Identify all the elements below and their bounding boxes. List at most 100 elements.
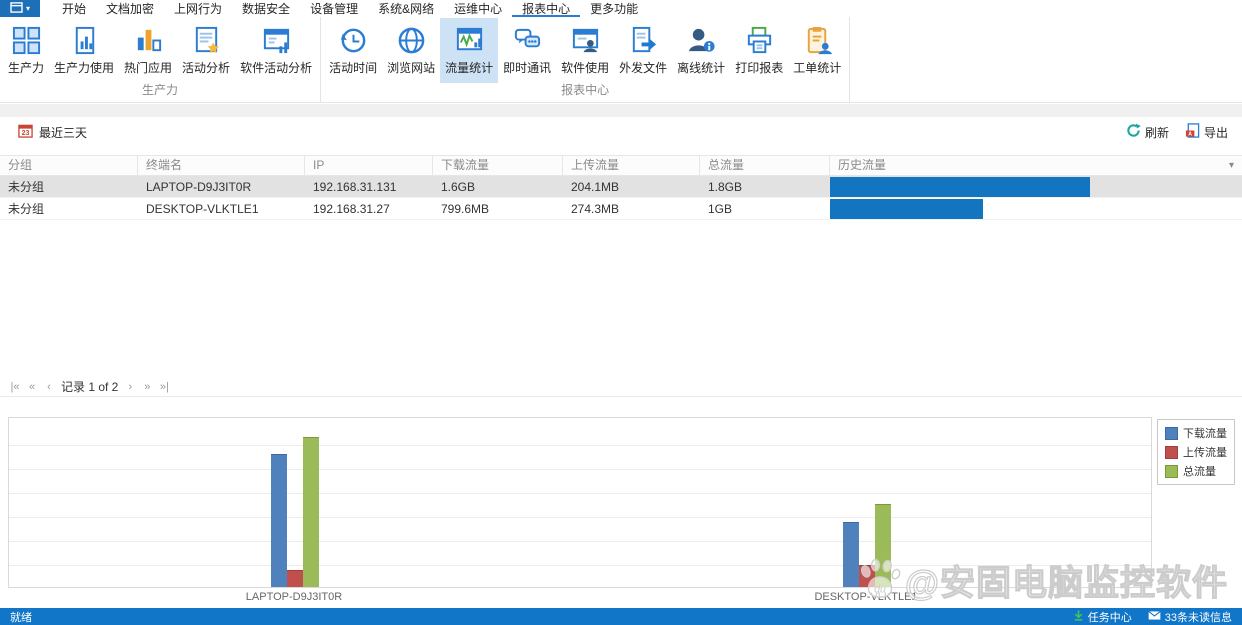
menu-tab-2[interactable]: 文档加密 (106, 2, 155, 16)
cell-total: 1.8GB (708, 180, 743, 194)
ribbon-group-label: 生产力 (142, 83, 179, 97)
cell-download: 1.6GB (441, 180, 476, 194)
column-header-1[interactable]: 分组 (0, 156, 138, 175)
user-info-icon (684, 22, 718, 58)
chart-gridline (9, 445, 1151, 446)
ribbon-button-doc-star[interactable]: 活动分析 (177, 18, 235, 83)
ribbon-button-history-clock[interactable]: 活动时间 (324, 18, 382, 83)
ribbon-button-label: 外发文件 (619, 61, 668, 75)
chart-gridline (9, 469, 1151, 470)
ribbon-button-label: 流量统计 (445, 61, 494, 75)
clipboard-user-icon (800, 22, 834, 58)
filter-bar: 23 最近三天 刷新 A 导出 (0, 117, 1242, 147)
ribbon-button-traffic-chart[interactable]: 流量统计 (440, 18, 499, 83)
bar-chart-icon (131, 22, 165, 58)
first-page-button[interactable]: |« (10, 380, 20, 393)
grid-icon (9, 22, 43, 58)
ribbon-button-label: 生产力 (8, 61, 45, 75)
chart-x-label: DESKTOP-VLKTLE1 (814, 591, 918, 603)
svg-text:23: 23 (22, 130, 30, 137)
unread-messages-button[interactable]: 33条未读信息 (1148, 609, 1232, 625)
ribbon-button-label: 活动分析 (182, 61, 231, 75)
chart-bar-上传流量 (859, 565, 875, 587)
ribbon-button-user-info[interactable]: 离线统计 (672, 18, 730, 83)
chevron-down-icon: ▾ (25, 3, 30, 13)
chat-icon (510, 22, 544, 58)
chevron-down-icon[interactable]: ▾ (1228, 160, 1234, 171)
app-menu-button[interactable]: ▾ (0, 0, 40, 17)
ribbon-button-printer[interactable]: 打印报表 (730, 18, 788, 83)
refresh-icon (1126, 123, 1141, 141)
task-center-button[interactable]: 任务中心 (1073, 609, 1132, 625)
chart-bar-上传流量 (287, 570, 303, 587)
cell-history (830, 198, 1242, 219)
ribbon-button-doc-arrow[interactable]: 外发文件 (614, 18, 672, 83)
chart-bar-总流量 (303, 437, 319, 587)
ribbon-group: 生产力 生产力使用 热门应用 活动分析 软件活动分析 生产力 (0, 17, 322, 102)
column-header-2[interactable]: 终端名 (138, 156, 305, 175)
legend-item: 下载流量 (1165, 425, 1227, 441)
printer-icon (742, 22, 776, 58)
cell-terminal: LAPTOP-D9J3IT0R (146, 180, 252, 194)
column-header-5[interactable]: 上传流量 (563, 156, 700, 175)
chart-bar-总流量 (875, 504, 891, 587)
content-area: 23 最近三天 刷新 A 导出 分组 终端名 IP 下载流量 上传流量 总流量 历史流量 ▾ 未… (0, 104, 1242, 608)
menu-tab-8[interactable]: 报表中心 (512, 0, 580, 17)
ribbon-button-globe[interactable]: 浏览网站 (382, 18, 440, 83)
prev-page-button[interactable]: ‹ (47, 380, 51, 393)
refresh-button[interactable]: 刷新 (1126, 123, 1169, 141)
menu-tab-1[interactable]: 开始 (62, 2, 87, 16)
fast-prev-page-button[interactable]: « (28, 380, 36, 393)
ribbon-button-chat[interactable]: 即时通讯 (498, 18, 556, 83)
ribbon-button-grid[interactable]: 生产力 (3, 18, 49, 83)
ribbon-button-bar-chart[interactable]: 热门应用 (119, 18, 177, 83)
next-page-button[interactable]: › (128, 380, 133, 393)
pagination-label: 记录 1 of 2 (61, 380, 119, 394)
fast-next-page-button[interactable]: » (144, 380, 151, 393)
menu-tab-4[interactable]: 数据安全 (242, 2, 291, 16)
column-header-4[interactable]: 下载流量 (433, 156, 563, 175)
history-traffic-bar (830, 199, 984, 219)
date-range-label: 最近三天 (39, 125, 88, 140)
chart-gridline (9, 493, 1151, 494)
legend-label: 下载流量 (1183, 428, 1227, 440)
ribbon-group-label: 报表中心 (561, 83, 610, 97)
ribbon-button-window-chart[interactable]: 软件活动分析 (235, 18, 317, 83)
table-row[interactable]: 未分组 LAPTOP-D9J3IT0R 192.168.31.131 1.6GB 204… (0, 176, 1242, 198)
menu-tab-5[interactable]: 设备管理 (310, 2, 359, 16)
globe-icon (394, 22, 428, 58)
menu-tab-7[interactable]: 运维中心 (454, 2, 503, 16)
date-range-filter[interactable]: 23 最近三天 (18, 123, 87, 141)
ribbon-button-clipboard-user[interactable]: 工单统计 (788, 18, 846, 83)
ribbon-button-label: 软件使用 (561, 61, 610, 75)
legend-label: 总流量 (1183, 466, 1216, 478)
legend-swatch (1165, 426, 1178, 440)
ribbon-button-label: 活动时间 (329, 61, 378, 75)
menu-tab-3[interactable]: 上网行为 (174, 2, 223, 16)
cell-ip: 192.168.31.27 (313, 202, 390, 216)
chart-gridline (9, 541, 1151, 542)
calendar-icon: 23 (18, 123, 33, 141)
column-header-6[interactable]: 总流量 (700, 156, 830, 175)
column-header-7[interactable]: 历史流量 ▾ (830, 156, 1242, 175)
menu-tab-9[interactable]: 更多功能 (590, 2, 639, 16)
ribbon-button-label: 热门应用 (124, 61, 173, 75)
legend-item: 总流量 (1165, 463, 1227, 479)
status-bar: 就绪 任务中心 33条未读信息 (0, 608, 1242, 625)
column-header-3[interactable]: IP (305, 156, 433, 175)
envelope-icon (1148, 610, 1161, 623)
export-button[interactable]: A 导出 (1185, 123, 1228, 141)
history-traffic-bar (830, 177, 1090, 197)
legend-swatch (1165, 445, 1178, 459)
table-row[interactable]: 未分组 DESKTOP-VLKTLE1 192.168.31.27 799.6MB 27… (0, 198, 1242, 220)
chart-plot-area (8, 417, 1152, 588)
ribbon-button-window-user[interactable]: 软件使用 (556, 18, 614, 83)
menu-tab-6[interactable]: 系统&网络 (378, 2, 435, 16)
ribbon-button-doc-chart[interactable]: 生产力使用 (49, 18, 119, 83)
export-icon: A (1185, 123, 1200, 141)
ribbon-button-label: 打印报表 (735, 61, 784, 75)
svg-text:A: A (1188, 131, 1192, 137)
last-page-button[interactable]: »| (159, 380, 169, 393)
pagination-bar: |« « ‹ 记录 1 of 2 › » »| (0, 377, 1242, 397)
chart-bar-下载流量 (271, 454, 287, 587)
